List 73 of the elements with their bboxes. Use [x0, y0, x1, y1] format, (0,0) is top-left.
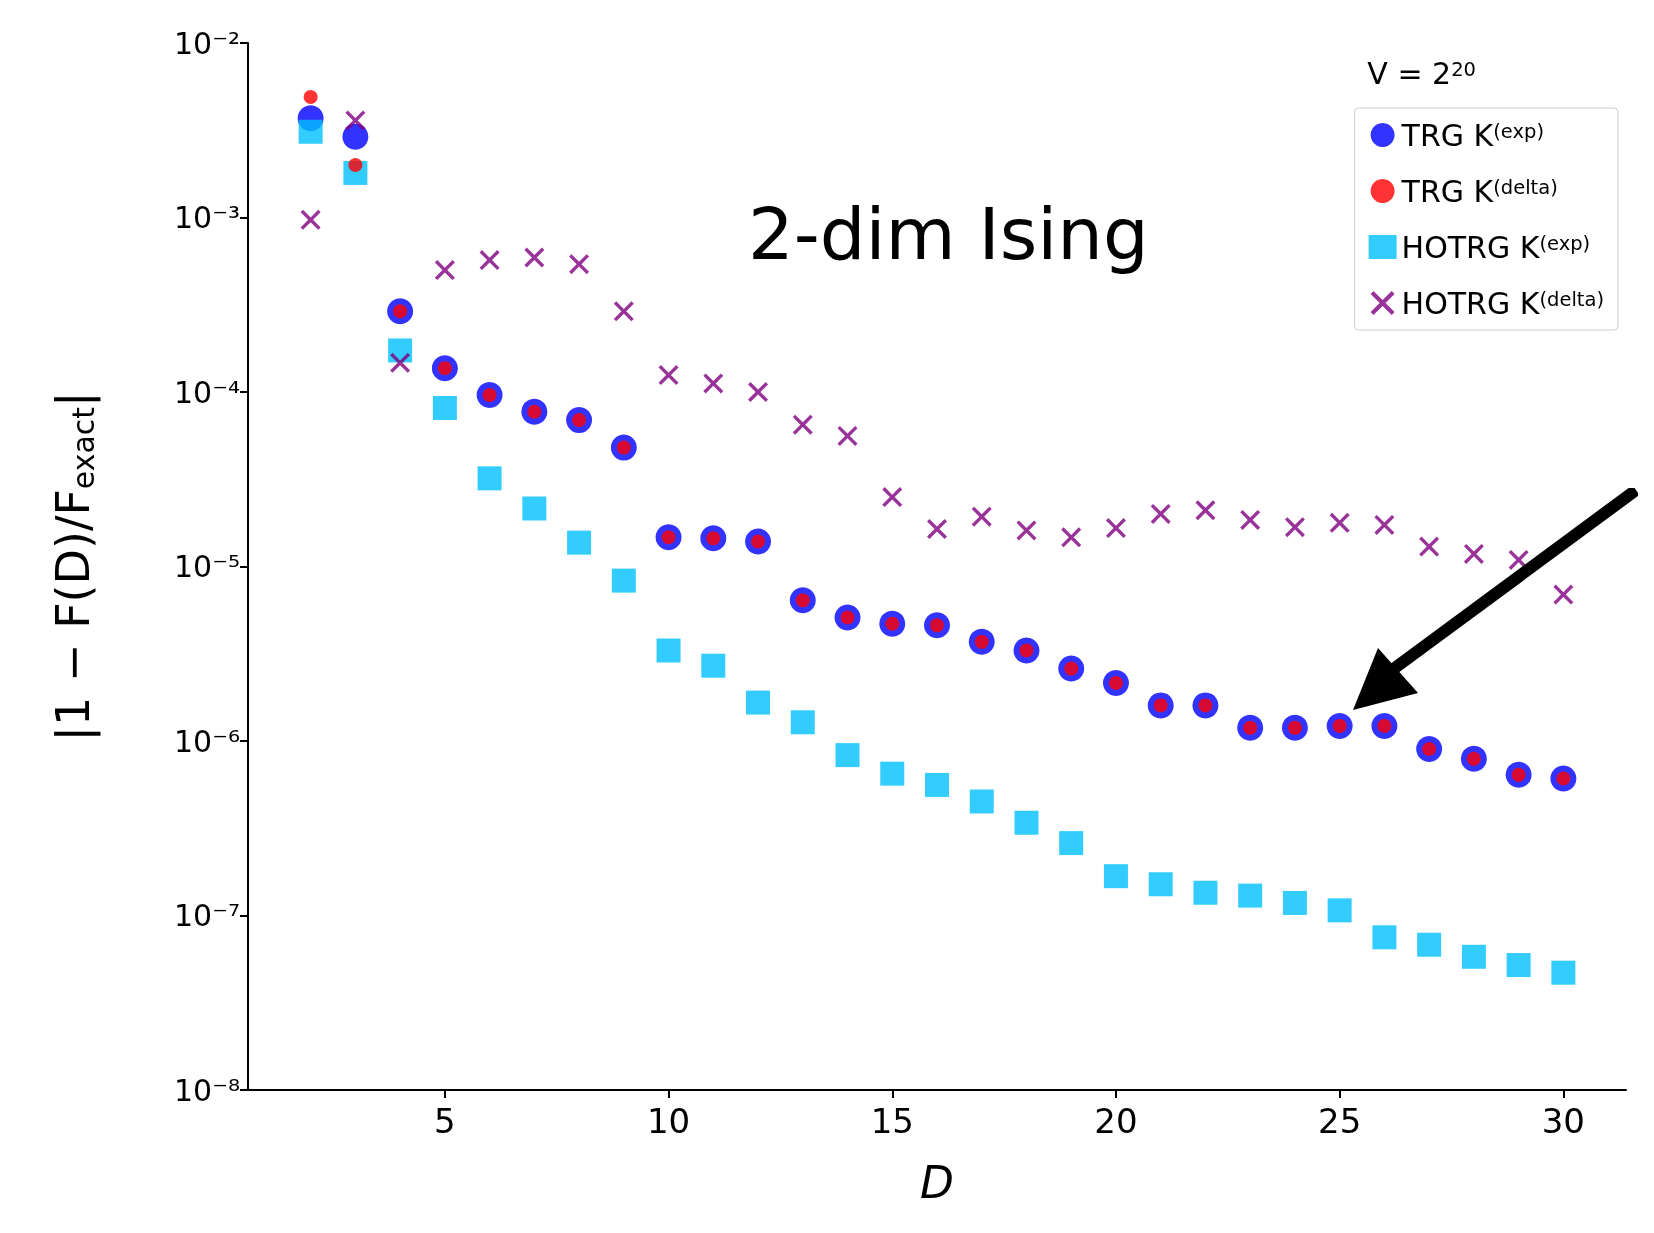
point [303, 90, 318, 105]
point [1195, 500, 1216, 521]
annotation: 2-dim Ising [748, 192, 1149, 276]
x-tick-label: 25 [1318, 1101, 1362, 1141]
y-tick-label: 10⁻² [173, 25, 240, 61]
point [703, 373, 724, 394]
point [390, 352, 411, 373]
y-tick-label: 10⁻³ [173, 200, 240, 235]
point [1240, 509, 1261, 530]
point [1238, 883, 1263, 908]
point [1193, 880, 1218, 905]
point [611, 568, 636, 593]
point [1372, 925, 1397, 950]
point [701, 653, 726, 678]
point [298, 119, 323, 144]
point [1016, 520, 1037, 541]
x-tick-label: 20 [1094, 1101, 1138, 1141]
point [1419, 536, 1440, 557]
x-tick-label: 10 [646, 1101, 691, 1141]
point [792, 414, 813, 435]
point [1553, 584, 1574, 605]
point [925, 772, 949, 797]
point [969, 789, 994, 814]
y-tick-label: 10⁻⁵ [173, 549, 240, 584]
point [1506, 953, 1531, 978]
point [1463, 543, 1484, 564]
point [790, 710, 815, 735]
point [746, 690, 771, 715]
x-tick-label: 15 [870, 1101, 914, 1141]
point [1461, 944, 1486, 969]
point [1374, 514, 1395, 535]
point [971, 506, 992, 527]
point [300, 209, 321, 230]
point [1282, 890, 1307, 915]
point [882, 487, 903, 508]
point [1103, 864, 1128, 889]
point [656, 638, 681, 663]
point [1329, 512, 1350, 533]
y-tick-label: 10⁻⁷ [173, 898, 240, 933]
point [524, 247, 545, 268]
x-tick-label: 5 [434, 1101, 456, 1141]
point [569, 254, 590, 275]
point [345, 110, 366, 131]
point [1014, 810, 1039, 835]
point [1105, 518, 1126, 539]
point [613, 301, 634, 322]
point [927, 519, 947, 540]
point [835, 743, 860, 768]
point [434, 260, 455, 281]
point [1551, 960, 1576, 985]
point [522, 496, 547, 521]
point [1059, 831, 1084, 856]
point [658, 365, 679, 386]
y-tick-label: 10⁻⁶ [173, 723, 240, 759]
point [342, 123, 369, 150]
y-axis-title: |1 − F(D)/Fexact| [45, 391, 101, 742]
y-tick-label: 10⁻⁸ [173, 1072, 240, 1108]
point [432, 395, 457, 420]
point [748, 382, 769, 402]
x-axis-title: D [920, 1156, 954, 1208]
point [567, 530, 592, 555]
point [1417, 932, 1442, 957]
x-tick-label: 30 [1541, 1101, 1585, 1141]
point [880, 761, 905, 786]
point [477, 466, 502, 491]
point [1150, 503, 1171, 524]
point [1284, 517, 1305, 538]
point [479, 250, 500, 271]
point [1148, 872, 1173, 897]
y-tick-label: 10⁻⁴ [173, 374, 240, 410]
point [1327, 898, 1352, 923]
point [1061, 527, 1082, 548]
point [348, 157, 363, 172]
